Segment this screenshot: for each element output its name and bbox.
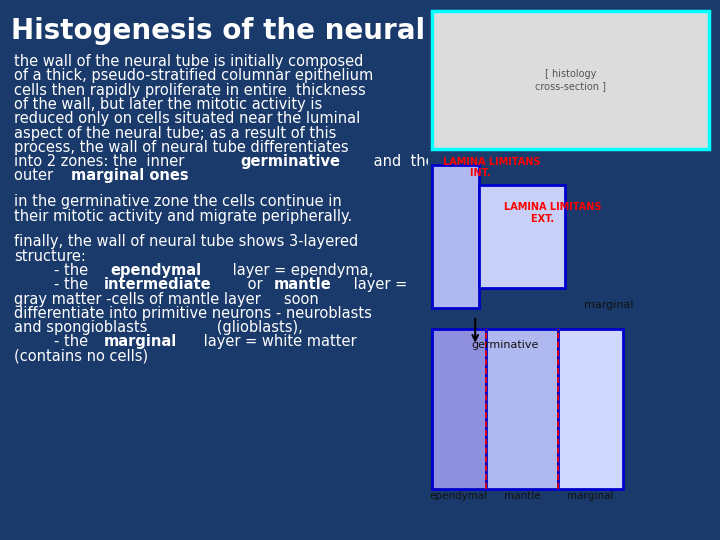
Text: intermediate: intermediate [104, 277, 212, 292]
Text: ependymal: ependymal [110, 263, 201, 278]
Text: and  the: and the [369, 154, 435, 169]
Text: reduced only on cells situated near the luminal: reduced only on cells situated near the … [14, 111, 361, 126]
Text: - the: - the [54, 334, 93, 349]
Text: (contains no cells): (contains no cells) [14, 349, 148, 364]
Text: marginal: marginal [104, 334, 177, 349]
Text: marginal: marginal [567, 491, 613, 502]
Text: their mitotic activity and migrate peripherally.: their mitotic activity and migrate perip… [14, 208, 353, 224]
Text: of a thick, pseudo-stratified columnar epithelium: of a thick, pseudo-stratified columnar e… [14, 68, 374, 83]
Text: into 2 zones: the  inner: into 2 zones: the inner [14, 154, 189, 169]
Text: germinative: germinative [240, 154, 341, 169]
Text: LAMINA LIMITANS
        EXT.: LAMINA LIMITANS EXT. [504, 202, 601, 224]
Text: structure:: structure: [14, 248, 86, 264]
Text: process, the wall of neural tube differentiates: process, the wall of neural tube differe… [14, 140, 349, 155]
Text: mantle: mantle [504, 491, 540, 502]
Text: finally, the wall of neural tube shows 3-layered: finally, the wall of neural tube shows 3… [14, 234, 359, 249]
Text: layer = white matter: layer = white matter [199, 334, 356, 349]
Text: marginal ones: marginal ones [71, 168, 189, 184]
Bar [558, 329, 623, 489]
Bar [432, 165, 479, 308]
Text: ependymal: ependymal [430, 491, 487, 502]
Text: layer = ependyma,: layer = ependyma, [228, 263, 373, 278]
Bar [432, 329, 486, 489]
Bar [486, 329, 558, 489]
FancyBboxPatch shape [432, 11, 709, 148]
Text: LAMINA LIMITANS
        INT.: LAMINA LIMITANS INT. [443, 157, 540, 178]
Text: layer =: layer = [348, 277, 407, 292]
Text: or: or [243, 277, 267, 292]
Text: marginal: marginal [584, 300, 633, 310]
Text: [ histology
cross-section ]: [ histology cross-section ] [535, 69, 606, 91]
Text: cells then rapidly proliferate in entire  thickness: cells then rapidly proliferate in entire… [14, 83, 366, 98]
Text: - the: - the [54, 277, 93, 292]
Text: gray matter -cells of mantle layer     soon: gray matter -cells of mantle layer soon [14, 292, 319, 307]
Text: and spongioblasts               (glioblasts),: and spongioblasts (glioblasts), [14, 320, 303, 335]
Text: the wall of the neural tube is initially composed: the wall of the neural tube is initially… [14, 54, 364, 69]
Bar [428, 316, 709, 491]
Text: germinative: germinative [472, 340, 539, 350]
Text: of the wall, but later the mitotic activity is: of the wall, but later the mitotic activ… [14, 97, 323, 112]
Text: outer: outer [14, 168, 58, 184]
Text: mantle: mantle [274, 277, 332, 292]
Text: Histogenesis of the neural tube: Histogenesis of the neural tube [11, 17, 506, 45]
Text: aspect of the neural tube; as a result of this: aspect of the neural tube; as a result o… [14, 125, 337, 140]
Bar [479, 185, 565, 288]
Text: differentiate into primitive neurons - neuroblasts: differentiate into primitive neurons - n… [14, 306, 372, 321]
Text: in the germinative zone the cells continue in: in the germinative zone the cells contin… [14, 194, 342, 209]
Text: - the: - the [54, 263, 97, 278]
Bar [428, 157, 709, 313]
